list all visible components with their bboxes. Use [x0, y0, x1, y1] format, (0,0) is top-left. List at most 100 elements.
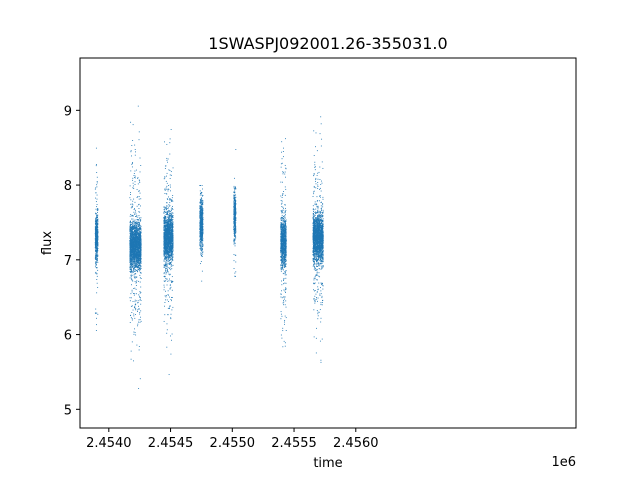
data-point — [95, 313, 97, 314]
data-point — [136, 259, 138, 261]
data-point — [139, 219, 141, 221]
data-point — [130, 243, 132, 245]
data-point — [171, 237, 173, 239]
data-point — [136, 221, 138, 223]
data-point — [199, 227, 201, 229]
data-point — [130, 192, 131, 194]
data-point — [164, 225, 166, 227]
data-point — [130, 254, 132, 256]
data-point — [96, 209, 98, 211]
data-point — [138, 238, 140, 240]
data-point — [97, 215, 99, 217]
data-point — [132, 233, 134, 235]
data-point — [167, 246, 169, 248]
data-point — [168, 233, 170, 235]
data-point — [97, 219, 99, 221]
data-point — [168, 249, 170, 251]
data-point — [167, 218, 169, 220]
data-point — [133, 256, 135, 258]
data-point — [94, 242, 96, 244]
data-point — [129, 245, 131, 247]
data-point — [166, 264, 168, 266]
data-point — [165, 231, 166, 233]
data-point — [140, 260, 142, 262]
data-points — [94, 105, 324, 389]
data-point — [96, 214, 98, 216]
data-point — [96, 242, 98, 244]
data-point — [96, 228, 98, 229]
data-point — [140, 239, 142, 241]
data-point — [135, 227, 137, 228]
data-point — [167, 247, 169, 249]
data-point — [135, 231, 137, 233]
data-point — [134, 242, 136, 244]
data-point — [131, 254, 133, 256]
data-point — [169, 226, 171, 228]
data-point — [163, 253, 165, 255]
data-point — [164, 189, 166, 191]
data-point — [139, 281, 141, 283]
data-point — [131, 240, 133, 242]
data-point — [166, 257, 168, 259]
data-point — [139, 312, 141, 313]
data-point — [138, 221, 140, 223]
data-point — [165, 249, 167, 251]
data-point — [137, 226, 139, 228]
data-point — [97, 221, 99, 223]
data-point — [95, 208, 97, 210]
data-point — [134, 299, 136, 301]
data-point — [172, 205, 173, 207]
data-point — [134, 208, 135, 210]
data-point — [136, 233, 138, 235]
data-point — [95, 225, 97, 227]
data-point — [166, 224, 168, 226]
data-point — [96, 223, 98, 225]
data-point — [170, 230, 172, 232]
data-point — [136, 246, 137, 248]
data-point — [199, 240, 201, 241]
data-point — [170, 241, 172, 243]
data-point — [95, 164, 97, 166]
data-point — [139, 249, 141, 251]
data-point — [199, 225, 201, 227]
data-point — [95, 201, 97, 203]
data-point — [169, 174, 171, 176]
data-point — [169, 248, 171, 250]
data-point — [136, 228, 138, 230]
data-point — [163, 320, 165, 322]
data-point — [137, 258, 139, 260]
data-point — [168, 237, 170, 239]
data-point — [135, 213, 137, 215]
data-point — [96, 247, 98, 249]
data-point — [131, 249, 133, 250]
data-point — [201, 280, 203, 282]
data-point — [133, 253, 135, 255]
data-point — [135, 262, 137, 264]
data-point — [135, 269, 137, 271]
data-point — [129, 260, 131, 262]
data-point — [132, 231, 134, 233]
data-point — [140, 249, 142, 251]
data-point — [95, 255, 96, 257]
data-point — [168, 243, 170, 245]
data-point — [96, 204, 98, 205]
data-point — [135, 240, 137, 242]
data-point — [131, 218, 133, 220]
data-point — [165, 224, 167, 226]
data-point — [139, 227, 141, 229]
data-point — [171, 238, 173, 239]
data-point — [201, 232, 203, 234]
data-point — [172, 224, 173, 226]
data-point — [136, 239, 137, 241]
data-point — [134, 251, 136, 253]
data-point — [130, 242, 132, 243]
data-point — [165, 239, 167, 241]
data-point — [132, 177, 134, 179]
data-point — [199, 238, 201, 240]
data-point — [171, 226, 173, 228]
data-point — [165, 257, 167, 259]
data-point — [95, 232, 96, 234]
data-point — [172, 218, 174, 220]
data-point — [140, 232, 142, 234]
data-point — [139, 254, 140, 256]
